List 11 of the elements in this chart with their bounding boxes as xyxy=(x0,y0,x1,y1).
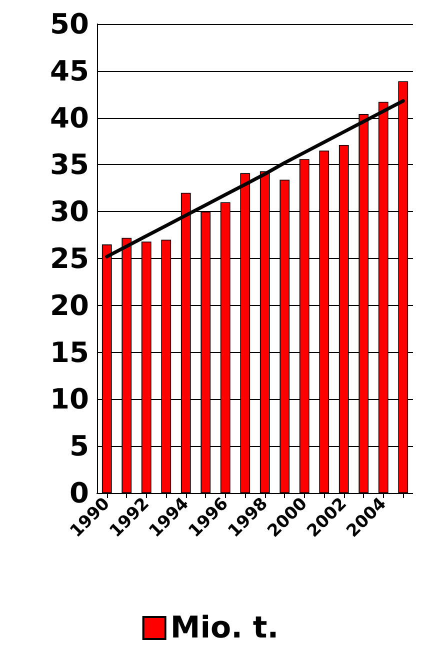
legend-label: Mio. t. xyxy=(170,610,279,646)
y-tick-label: 50 xyxy=(50,8,89,40)
y-tick-label: 45 xyxy=(50,54,89,88)
y-tick-label: 30 xyxy=(50,195,89,228)
y-tick-label: 25 xyxy=(50,242,89,275)
y-tick-label: 20 xyxy=(50,288,89,322)
y-tick-label: 15 xyxy=(50,336,89,369)
y-tick-label: 40 xyxy=(50,101,89,134)
y-tick-label: 35 xyxy=(50,148,89,182)
y-tick-label: 10 xyxy=(50,382,89,416)
y-tick-label: 5 xyxy=(70,430,89,463)
